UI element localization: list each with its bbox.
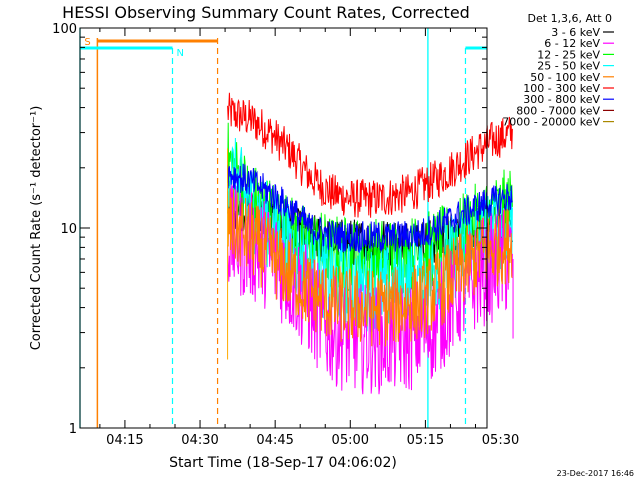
x-tick-label-05:00: 05:00 — [332, 433, 369, 448]
legend-title: Det 1,3,6, Att 0 — [528, 12, 612, 25]
legend-label-3: 25 - 50 keV — [537, 60, 600, 73]
y-axis-label: Corrected Count Rate (s⁻¹ detector⁻¹) — [29, 106, 44, 351]
night-label: N — [176, 48, 183, 59]
y-tick-label-1: 1 — [69, 422, 77, 437]
series-line-100to300keV — [227, 92, 513, 218]
series-line-6to12keV — [227, 184, 513, 395]
x-tick-label-04:45: 04:45 — [256, 433, 293, 448]
series-line-300to800keV — [227, 163, 513, 253]
legend-label-2: 12 - 25 keV — [537, 48, 600, 61]
series-line-50to100keV — [227, 188, 513, 347]
axes: 04:15 04:30 04:45 05:00 05:15 05:30 1 10 100 — [52, 22, 519, 448]
x-tick-label-04:30: 04:30 — [181, 433, 218, 448]
chart-title: HESSI Observing Summary Count Rates, Cor… — [62, 3, 470, 22]
y-tick-label-10: 10 — [60, 222, 77, 237]
legend-label-1: 6 - 12 keV — [544, 37, 600, 50]
legend-label-8: 7000 - 20000 keV — [502, 116, 600, 129]
legend-label-7: 800 - 7000 keV — [516, 104, 600, 117]
plot-area: SN — [79, 28, 514, 428]
saa-label: S — [84, 37, 90, 48]
y-tick-label-100: 100 — [52, 22, 77, 37]
timestamp-footer: 23-Dec-2017 16:46 — [557, 469, 634, 478]
x-tick-label-04:15: 04:15 — [106, 433, 143, 448]
legend-label-6: 300 - 800 keV — [523, 93, 600, 106]
x-tick-label-05:30: 05:30 — [482, 433, 519, 448]
x-tick-label-05:15: 05:15 — [407, 433, 444, 448]
legend-label-0: 3 - 6 keV — [551, 26, 600, 39]
legend-label-4: 50 - 100 keV — [530, 71, 600, 84]
x-axis-label: Start Time (18-Sep-17 04:06:02) — [169, 455, 397, 471]
legend-label-5: 100 - 300 keV — [523, 82, 600, 95]
